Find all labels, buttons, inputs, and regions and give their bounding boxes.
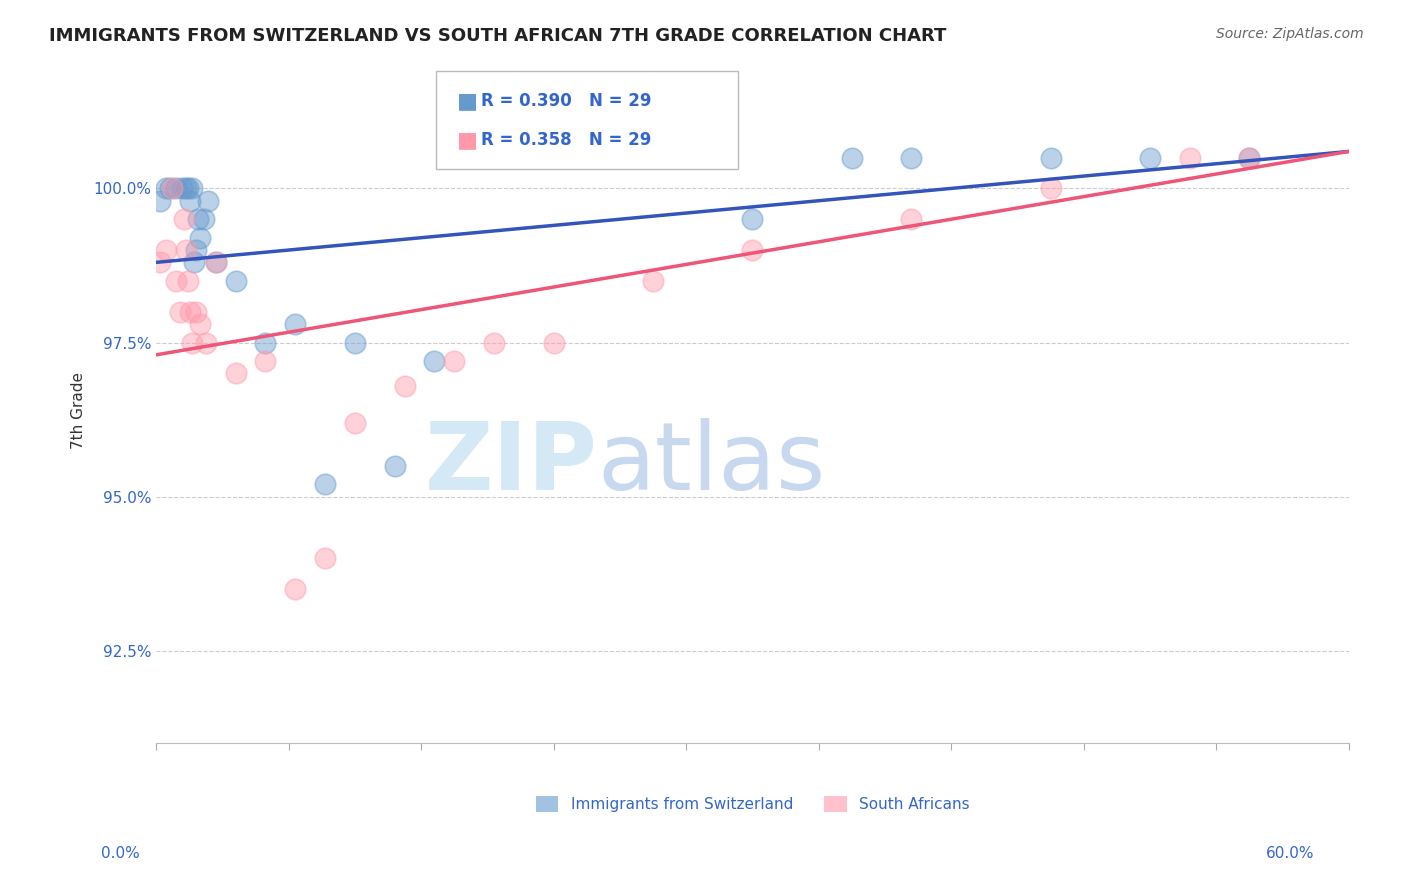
Point xyxy=(188,317,211,331)
Point xyxy=(155,243,177,257)
Point xyxy=(1239,151,1261,165)
Point xyxy=(1039,151,1062,165)
Point xyxy=(204,255,226,269)
Point xyxy=(741,243,763,257)
Y-axis label: 7th Grade: 7th Grade xyxy=(72,372,86,449)
Point xyxy=(423,354,446,368)
Text: ZIP: ZIP xyxy=(425,417,598,509)
Point xyxy=(1139,151,1161,165)
Point xyxy=(204,255,226,269)
Point xyxy=(177,274,200,288)
Point xyxy=(194,335,217,350)
Point xyxy=(1239,151,1261,165)
Point xyxy=(254,354,277,368)
Point xyxy=(284,582,307,596)
Text: R = 0.358   N = 29: R = 0.358 N = 29 xyxy=(481,131,651,149)
Point xyxy=(184,243,207,257)
Text: ■: ■ xyxy=(457,91,478,111)
Point xyxy=(184,304,207,318)
Point xyxy=(343,416,366,430)
Point xyxy=(841,151,863,165)
Point xyxy=(149,194,172,208)
Point xyxy=(225,274,247,288)
Point xyxy=(170,181,193,195)
Point xyxy=(900,151,922,165)
Point xyxy=(165,181,187,195)
Text: Source: ZipAtlas.com: Source: ZipAtlas.com xyxy=(1216,27,1364,41)
Text: 60.0%: 60.0% xyxy=(1267,846,1315,861)
Point xyxy=(641,274,664,288)
Point xyxy=(159,181,181,195)
Point xyxy=(180,181,202,195)
Point xyxy=(174,243,197,257)
Point xyxy=(482,335,505,350)
Point xyxy=(179,304,201,318)
Point xyxy=(1039,181,1062,195)
Point xyxy=(183,255,205,269)
Text: ■: ■ xyxy=(457,130,478,150)
Point xyxy=(254,335,277,350)
Text: atlas: atlas xyxy=(598,417,825,509)
Point xyxy=(165,274,187,288)
Text: IMMIGRANTS FROM SWITZERLAND VS SOUTH AFRICAN 7TH GRADE CORRELATION CHART: IMMIGRANTS FROM SWITZERLAND VS SOUTH AFR… xyxy=(49,27,946,45)
Point xyxy=(169,304,191,318)
Text: R = 0.390   N = 29: R = 0.390 N = 29 xyxy=(481,92,651,110)
Point xyxy=(284,317,307,331)
Point xyxy=(900,212,922,227)
Point xyxy=(160,181,183,195)
Point xyxy=(384,458,406,473)
Point xyxy=(174,181,197,195)
Point xyxy=(177,181,200,195)
Point xyxy=(1178,151,1201,165)
Point xyxy=(314,551,336,566)
Text: 0.0%: 0.0% xyxy=(101,846,141,861)
Point xyxy=(394,378,416,392)
Point xyxy=(543,335,565,350)
Point xyxy=(443,354,465,368)
Point xyxy=(149,255,172,269)
Legend: Immigrants from Switzerland, South Africans: Immigrants from Switzerland, South Afric… xyxy=(536,797,969,812)
Point xyxy=(741,212,763,227)
Point xyxy=(173,212,195,227)
Point xyxy=(197,194,219,208)
Point xyxy=(343,335,366,350)
Point xyxy=(180,335,202,350)
Point xyxy=(187,212,209,227)
Point xyxy=(188,231,211,245)
Point xyxy=(193,212,215,227)
Point xyxy=(314,477,336,491)
Point xyxy=(155,181,177,195)
Point xyxy=(179,194,201,208)
Point xyxy=(225,367,247,381)
